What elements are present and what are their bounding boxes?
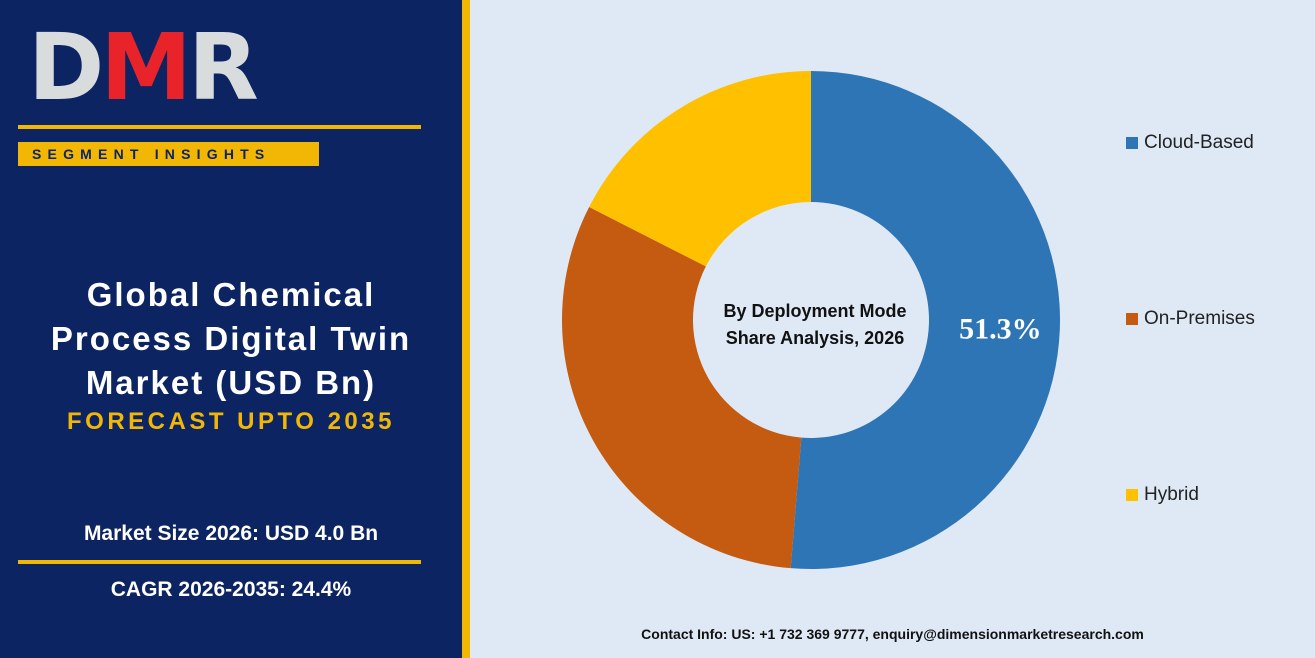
donut-slice-cloud-based (790, 71, 1061, 569)
divider-stripe (462, 0, 470, 658)
logo-letter-d: D (28, 14, 104, 121)
donut-slice-on-premises (562, 206, 802, 569)
title-line-3: Market (USD Bn) (85, 364, 377, 401)
legend-swatch-hybrid (1126, 489, 1138, 501)
gold-rule-bottom (18, 560, 421, 564)
left-panel (0, 0, 462, 658)
donut-center-label: By Deployment Mode Share Analysis, 2026 (695, 298, 935, 352)
logo-letter-m: M (100, 14, 192, 121)
gold-rule-top (18, 125, 421, 129)
legend-swatch-cloud-based (1126, 137, 1138, 149)
legend-label-on-premises: On-Premises (1144, 308, 1255, 329)
logo-letter-r: R (187, 14, 259, 121)
legend-label-cloud-based: Cloud-Based (1144, 132, 1254, 153)
title-line-2: Process Digital Twin (50, 320, 412, 357)
contact-info: Contact Info: US: +1 732 369 9777, enqui… (641, 626, 1144, 642)
legend-item-cloud-based: Cloud-Based (1126, 132, 1254, 154)
legend-item-on-premises: On-Premises (1126, 308, 1255, 330)
data-label-cloud-based: 51.3% (959, 313, 1042, 346)
legend-label-hybrid: Hybrid (1144, 484, 1199, 505)
center-label-line-2: Share Analysis, 2026 (725, 328, 905, 348)
segment-insights-banner: SEGMENT INSIGHTS (18, 142, 319, 166)
title-line-1: Global Chemical (86, 276, 376, 313)
cagr-stat: CAGR 2026-2035: 24.4% (110, 578, 352, 601)
donut-slice-hybrid (589, 71, 811, 267)
center-label-line-1: By Deployment Mode (723, 301, 907, 321)
forecast-subtitle: FORECAST UPTO 2035 (67, 408, 395, 435)
dmr-logo: DMR (28, 20, 259, 116)
market-size-stat: Market Size 2026: USD 4.0 Bn (83, 522, 379, 545)
legend-item-hybrid: Hybrid (1126, 484, 1199, 506)
legend-swatch-on-premises (1126, 313, 1138, 325)
